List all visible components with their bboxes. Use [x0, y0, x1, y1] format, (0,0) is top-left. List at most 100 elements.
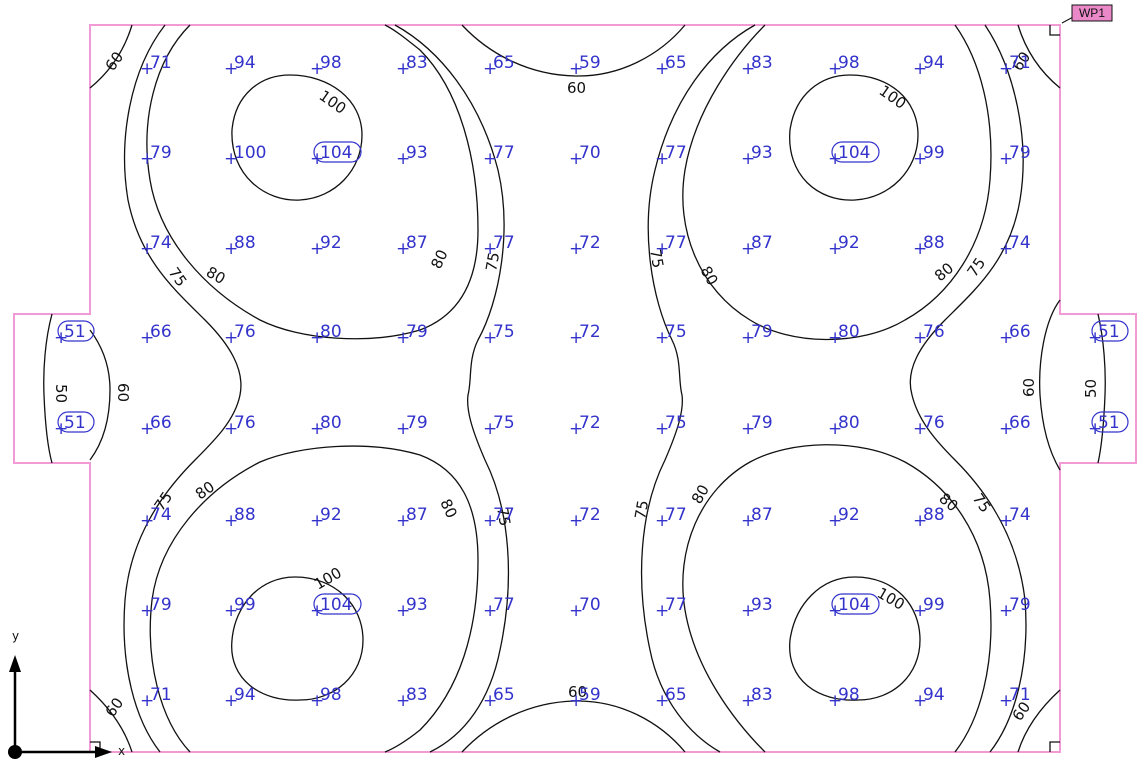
contour-label-80: 80	[436, 496, 460, 521]
contour-label-75: 75	[493, 506, 514, 528]
contour-lines	[43, 24, 1106, 753]
illuminance-value: 76	[234, 413, 256, 433]
illuminance-value: 79	[150, 143, 172, 163]
illuminance-value: 93	[406, 595, 428, 615]
illuminance-value: 88	[923, 233, 945, 253]
calc-point-marker: +	[483, 691, 497, 711]
contour-label-60: 60	[114, 383, 132, 402]
y-axis-label: y	[12, 629, 19, 643]
contour-label-100: 100	[316, 87, 350, 118]
illuminance-value: 79	[1009, 595, 1031, 615]
calc-point-marker: +	[741, 239, 755, 259]
contour-60-br-corner	[1017, 689, 1061, 753]
extreme-value-frame	[1091, 411, 1129, 433]
illuminance-value: 66	[1009, 413, 1031, 433]
illuminance-value: 94	[234, 53, 256, 73]
illuminance-value: 74	[1009, 505, 1031, 525]
illuminance-value: 71	[150, 685, 172, 705]
illuminance-value: 71	[1009, 53, 1031, 73]
contour-label-75: 75	[969, 490, 995, 516]
calc-point-marker: +	[741, 328, 755, 348]
contour-75-left	[123, 24, 242, 753]
calc-point-marker: +	[224, 328, 238, 348]
illuminance-value: 79	[150, 595, 172, 615]
contour-100-tr	[789, 74, 919, 201]
calc-point-marker: +	[913, 419, 927, 439]
illuminance-value: 79	[406, 413, 428, 433]
illuminance-value: 99	[234, 595, 256, 615]
illuminance-value: 79	[751, 322, 773, 342]
calc-point-marker: +	[913, 691, 927, 711]
calc-point-marker: +	[483, 59, 497, 79]
illuminance-value: 74	[150, 505, 172, 525]
illuminance-value: 65	[665, 53, 687, 73]
contour-60-top	[461, 24, 686, 77]
contour-60-left	[89, 329, 111, 461]
contour-80-br	[682, 444, 992, 753]
contour-label-100: 100	[874, 584, 908, 614]
corner-mark-tr	[1049, 25, 1060, 36]
contour-label-80: 80	[203, 263, 229, 288]
calc-point-marker: +	[741, 59, 755, 79]
calc-point-marker: +	[310, 511, 324, 531]
illuminance-value: 104	[838, 595, 870, 615]
calc-point-marker: +	[140, 419, 154, 439]
illuminance-value: 87	[751, 233, 773, 253]
calc-point-marker: +	[655, 239, 669, 259]
illuminance-value: 65	[493, 685, 515, 705]
workplane-tag: WP1	[1061, 4, 1113, 24]
contour-75-mid-left	[394, 24, 510, 753]
workplane-label: WP1	[1079, 6, 1105, 20]
illuminance-value: 77	[665, 505, 687, 525]
calc-point-marker: +	[655, 59, 669, 79]
calc-point-marker: +	[569, 419, 583, 439]
illuminance-value: 88	[234, 233, 256, 253]
illuminance-value: 65	[665, 685, 687, 705]
contour-label-80: 80	[192, 478, 218, 504]
extreme-value-frame	[57, 320, 95, 342]
calc-point-marker: +	[483, 511, 497, 531]
illuminance-value: 93	[406, 143, 428, 163]
calc-point-marker: +	[655, 511, 669, 531]
illuminance-value: 77	[665, 233, 687, 253]
illuminance-value: 98	[838, 53, 860, 73]
illuminance-value: 74	[1009, 233, 1031, 253]
calc-point-marker: +	[396, 419, 410, 439]
illuminance-value: 94	[923, 685, 945, 705]
contour-80-tl	[146, 24, 479, 340]
calc-point-marker: +	[828, 328, 842, 348]
calc-point-marker: +	[140, 328, 154, 348]
illuminance-value: 83	[751, 53, 773, 73]
calc-point-marker: +	[140, 149, 154, 169]
illuminance-value: 79	[1009, 143, 1031, 163]
calc-point-marker: +	[396, 59, 410, 79]
illuminance-value: 83	[406, 685, 428, 705]
extreme-value-frame	[831, 593, 880, 615]
calc-point-marker: +	[741, 601, 755, 621]
illuminance-value: 77	[493, 143, 515, 163]
calc-point-marker: +	[999, 149, 1013, 169]
contour-60-right	[1039, 299, 1061, 471]
calc-point-marker: +	[913, 59, 927, 79]
illuminance-value: 92	[320, 233, 342, 253]
calc-point-marker: +	[140, 511, 154, 531]
calc-point-marker: +	[999, 239, 1013, 259]
calc-point-marker: +	[310, 328, 324, 348]
extreme-value-frame	[313, 141, 362, 163]
contour-label-80: 80	[931, 259, 957, 285]
calc-point-marker: +	[913, 239, 927, 259]
calc-point-marker: +	[224, 601, 238, 621]
calc-point-marker: +	[741, 419, 755, 439]
calc-point-marker: +	[999, 691, 1013, 711]
illuminance-value: 77	[665, 143, 687, 163]
contour-60-bl-corner	[89, 689, 133, 753]
illuminance-value: 104	[320, 595, 352, 615]
illuminance-value: 75	[493, 413, 515, 433]
contour-label-60: 60	[567, 79, 586, 97]
extreme-value-frame	[57, 411, 95, 433]
illuminance-value: 71	[1009, 685, 1031, 705]
calc-point-marker: +	[999, 59, 1013, 79]
illuminance-value: 65	[493, 53, 515, 73]
illuminance-value: 75	[665, 322, 687, 342]
contour-100-tl	[231, 74, 363, 201]
